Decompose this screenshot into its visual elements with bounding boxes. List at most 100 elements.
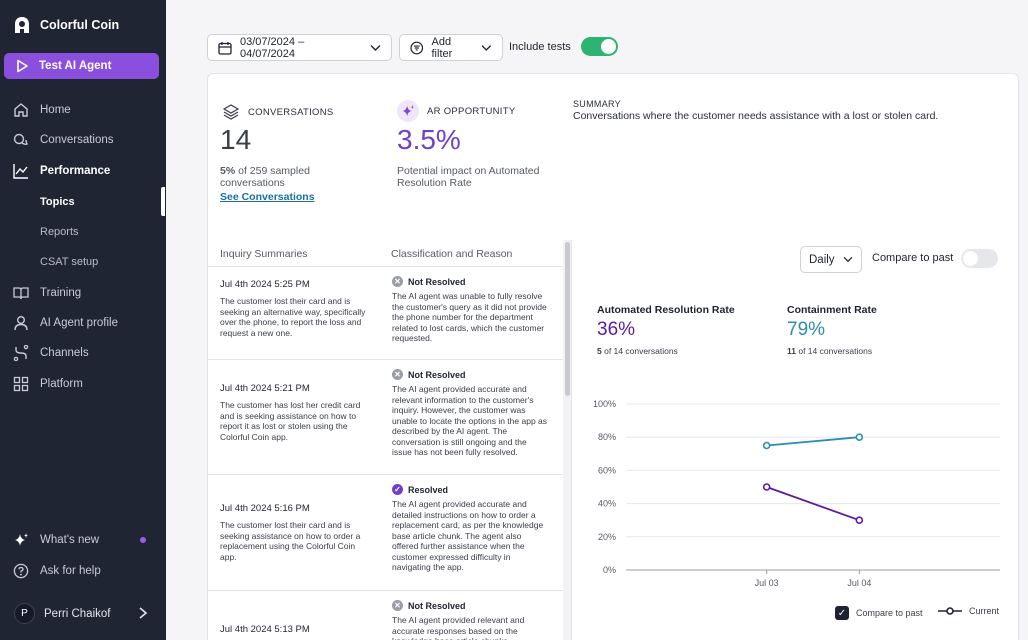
x-tick-label: Jul 04 bbox=[847, 578, 871, 588]
chevron-down-icon bbox=[481, 44, 492, 51]
sidebar-item-ai-agent-profile[interactable]: AI Agent profile bbox=[13, 313, 118, 333]
sidebar-item-label: What's new bbox=[40, 534, 100, 546]
performance-chart-icon bbox=[13, 164, 28, 179]
table-row[interactable]: Jul 4th 2024 5:21 PM The customer has lo… bbox=[208, 359, 563, 474]
check-icon: ✓ bbox=[392, 484, 403, 495]
sidebar-item-whats-new[interactable]: What's new bbox=[13, 530, 99, 550]
arr-count: 5 bbox=[597, 346, 602, 356]
include-tests-label: Include tests bbox=[509, 41, 571, 53]
summary-text: Conversations where the customer needs a… bbox=[573, 110, 939, 122]
status-badge: ✕ Not Resolved bbox=[392, 276, 466, 287]
y-tick-label: 80% bbox=[598, 432, 616, 442]
sidebar-item-reports[interactable]: Reports bbox=[40, 226, 79, 238]
sampled-note-line2: conversations bbox=[220, 177, 285, 189]
compare-to-past-label: Compare to past bbox=[872, 252, 954, 264]
compare-to-past-toggle[interactable] bbox=[961, 249, 998, 268]
status-label: Not Resolved bbox=[408, 369, 466, 380]
containment-sub: 11 of 14 conversations bbox=[787, 346, 872, 356]
brand[interactable]: Colorful Coin bbox=[14, 16, 119, 34]
sidebar-item-conversations[interactable]: Conversations bbox=[13, 130, 114, 150]
checkbox-checked-icon[interactable]: ✓ bbox=[835, 606, 849, 620]
divider bbox=[208, 590, 563, 591]
legend-compare[interactable]: ✓ Compare to past bbox=[835, 606, 923, 620]
date-range-picker[interactable]: 03/07/2024 – 04/07/2024 bbox=[207, 34, 392, 61]
user-menu[interactable]: P Perri Chaikof bbox=[14, 603, 110, 624]
granularity-select[interactable]: Daily bbox=[800, 246, 862, 273]
legend-current-label: Current bbox=[969, 606, 1000, 616]
play-icon bbox=[17, 59, 28, 73]
active-indicator bbox=[161, 187, 165, 216]
sidebar-item-performance[interactable]: Performance bbox=[13, 161, 110, 181]
containment-title: Containment Rate bbox=[787, 304, 877, 316]
y-tick-label: 60% bbox=[598, 465, 616, 475]
sidebar-item-label: Platform bbox=[40, 378, 83, 390]
calendar-icon bbox=[218, 41, 232, 55]
brand-name: Colorful Coin bbox=[40, 18, 120, 32]
ar-opportunity-note: Potential impact on Automated Resolution… bbox=[397, 165, 539, 189]
add-filter-label: Add filter bbox=[431, 35, 453, 60]
rate-line-chart: 0% 20% 40% 60% 80% 100% Jul 03 Jul 04 bbox=[593, 399, 1000, 588]
scrollbar-track[interactable] bbox=[563, 240, 571, 640]
row-date: Jul 4th 2024 5:25 PM bbox=[220, 279, 310, 290]
y-tick-label: 100% bbox=[593, 399, 616, 409]
ar-opportunity-label: AR OPPORTUNITY bbox=[427, 105, 516, 117]
include-tests-toggle[interactable] bbox=[581, 37, 618, 56]
row-date: Jul 4th 2024 5:21 PM bbox=[220, 383, 310, 394]
scrollbar-thumb[interactable] bbox=[565, 242, 570, 396]
chevron-down-icon bbox=[370, 44, 381, 51]
divider bbox=[208, 359, 563, 360]
sidebar-item-platform[interactable]: Platform bbox=[13, 374, 83, 394]
containment-value: 79% bbox=[787, 319, 826, 340]
sidebar-item-label: Channels bbox=[40, 347, 89, 359]
sidebar-item-csat-setup[interactable]: CSAT setup bbox=[40, 256, 99, 268]
table-row[interactable]: Jul 4th 2024 5:16 PM The customer lost t… bbox=[208, 474, 563, 590]
avatar: P bbox=[14, 603, 35, 624]
main-content: 03/07/2024 – 04/07/2024 Add filter Inclu… bbox=[166, 0, 1028, 640]
ar-note-line1: Potential impact on Automated bbox=[397, 165, 540, 177]
classification-header: Classification and Reason bbox=[391, 248, 513, 260]
table-row[interactable]: Jul 4th 2024 5:13 PM ✕ Not Resolved The A… bbox=[208, 590, 563, 640]
arr-sub: 5 of 14 conversations bbox=[597, 346, 678, 356]
inquiry-summaries-header: Inquiry Summaries bbox=[220, 248, 308, 260]
data-point bbox=[762, 441, 771, 450]
sidebar-item-training[interactable]: Training bbox=[13, 283, 81, 303]
sidebar-item-label: Ask for help bbox=[40, 565, 101, 577]
sidebar-item-label: Home bbox=[40, 104, 71, 116]
conversations-count: 14 bbox=[220, 124, 252, 155]
row-date: Jul 4th 2024 5:13 PM bbox=[220, 624, 310, 635]
book-icon bbox=[13, 287, 29, 300]
test-ai-agent-button[interactable]: Test AI Agent bbox=[4, 53, 159, 79]
conversations-stat-header: CONVERSATIONS bbox=[222, 103, 334, 121]
row-date: Jul 4th 2024 5:16 PM bbox=[220, 503, 310, 514]
chevron-down-icon bbox=[843, 256, 853, 263]
row-summary: The customer has lost her credit card an… bbox=[220, 400, 361, 442]
legend-current: Current bbox=[938, 606, 999, 616]
table-row[interactable]: Jul 4th 2024 5:25 PM The customer lost t… bbox=[208, 266, 563, 359]
conversations-icon bbox=[13, 133, 28, 146]
arr-title: Automated Resolution Rate bbox=[597, 304, 735, 316]
row-reason: The AI agent provided accurate and relev… bbox=[392, 384, 548, 457]
sidebar-item-channels[interactable]: Channels bbox=[13, 343, 89, 363]
status-badge: ✕ Not Resolved bbox=[392, 600, 466, 611]
ar-opportunity-stat-header: AR OPPORTUNITY bbox=[397, 100, 515, 122]
data-point bbox=[855, 433, 864, 442]
sidebar-item-topics[interactable]: Topics bbox=[40, 196, 75, 208]
see-conversations-link[interactable]: See Conversations bbox=[220, 191, 315, 203]
channels-icon bbox=[13, 345, 29, 361]
y-tick-label: 0% bbox=[603, 565, 616, 575]
sampled-percentage: 5% bbox=[220, 165, 236, 177]
arr-sub-text: of 14 conversations bbox=[601, 346, 678, 356]
sidebar-item-label: Performance bbox=[40, 165, 111, 177]
ar-note-line2: Resolution Rate bbox=[397, 177, 472, 189]
date-range-value: 03/07/2024 – 04/07/2024 bbox=[239, 35, 305, 60]
close-icon: ✕ bbox=[392, 600, 403, 611]
sidebar-item-help[interactable]: Ask for help bbox=[13, 561, 101, 581]
sidebar-item-home[interactable]: Home bbox=[13, 100, 71, 120]
divider bbox=[208, 474, 563, 475]
add-filter-button[interactable]: Add filter bbox=[399, 34, 503, 61]
conversations-note: 5% of 259 sampled conversations bbox=[220, 165, 310, 189]
colorful-coin-logo-icon bbox=[15, 17, 29, 33]
sidebar: Colorful Coin Test AI Agent Home Convers… bbox=[0, 0, 166, 640]
chevron-right-icon[interactable] bbox=[138, 606, 148, 620]
line-marker-icon bbox=[938, 607, 962, 615]
